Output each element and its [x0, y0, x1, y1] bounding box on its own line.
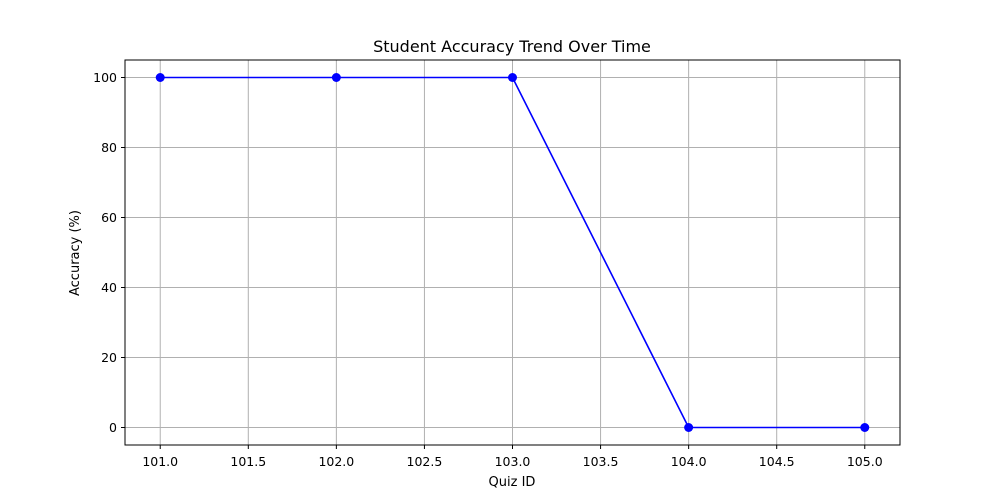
- data-point: [155, 73, 165, 82]
- x-tick-label: 101.0: [142, 454, 178, 469]
- x-tick-label: 104.5: [759, 454, 795, 469]
- x-tick-label: 104.0: [671, 454, 707, 469]
- x-axis-ticks: 101.0 101.5 102.0 102.5 103.0 103.5 104.0 104.5…: [142, 445, 883, 469]
- data-point: [684, 423, 694, 432]
- chart-title: Student Accuracy Trend Over Time: [373, 37, 651, 56]
- y-tick-label: 80: [101, 140, 117, 155]
- y-tick-label: 40: [101, 280, 117, 295]
- x-tick-label: 101.5: [230, 454, 266, 469]
- y-tick-label: 100: [93, 70, 117, 85]
- y-tick-label: 0: [109, 420, 117, 435]
- data-point: [331, 73, 341, 82]
- grid-lines: [125, 60, 900, 445]
- x-tick-label: 105.0: [847, 454, 883, 469]
- x-tick-label: 103.5: [583, 454, 619, 469]
- series-group: [155, 73, 870, 432]
- y-tick-label: 20: [101, 350, 117, 365]
- data-point: [508, 73, 517, 82]
- x-tick-label: 102.0: [318, 454, 354, 469]
- x-tick-label: 103.0: [495, 454, 531, 469]
- y-axis-ticks: 0 20 40 60 80 100: [93, 70, 125, 435]
- data-point: [860, 423, 870, 432]
- x-axis-label: Quiz ID: [489, 475, 536, 490]
- plot-area-frame: [124, 59, 901, 446]
- y-tick-label: 60: [101, 210, 117, 225]
- x-tick-label: 102.5: [407, 454, 443, 469]
- y-axis-label: Accuracy (%): [68, 210, 83, 296]
